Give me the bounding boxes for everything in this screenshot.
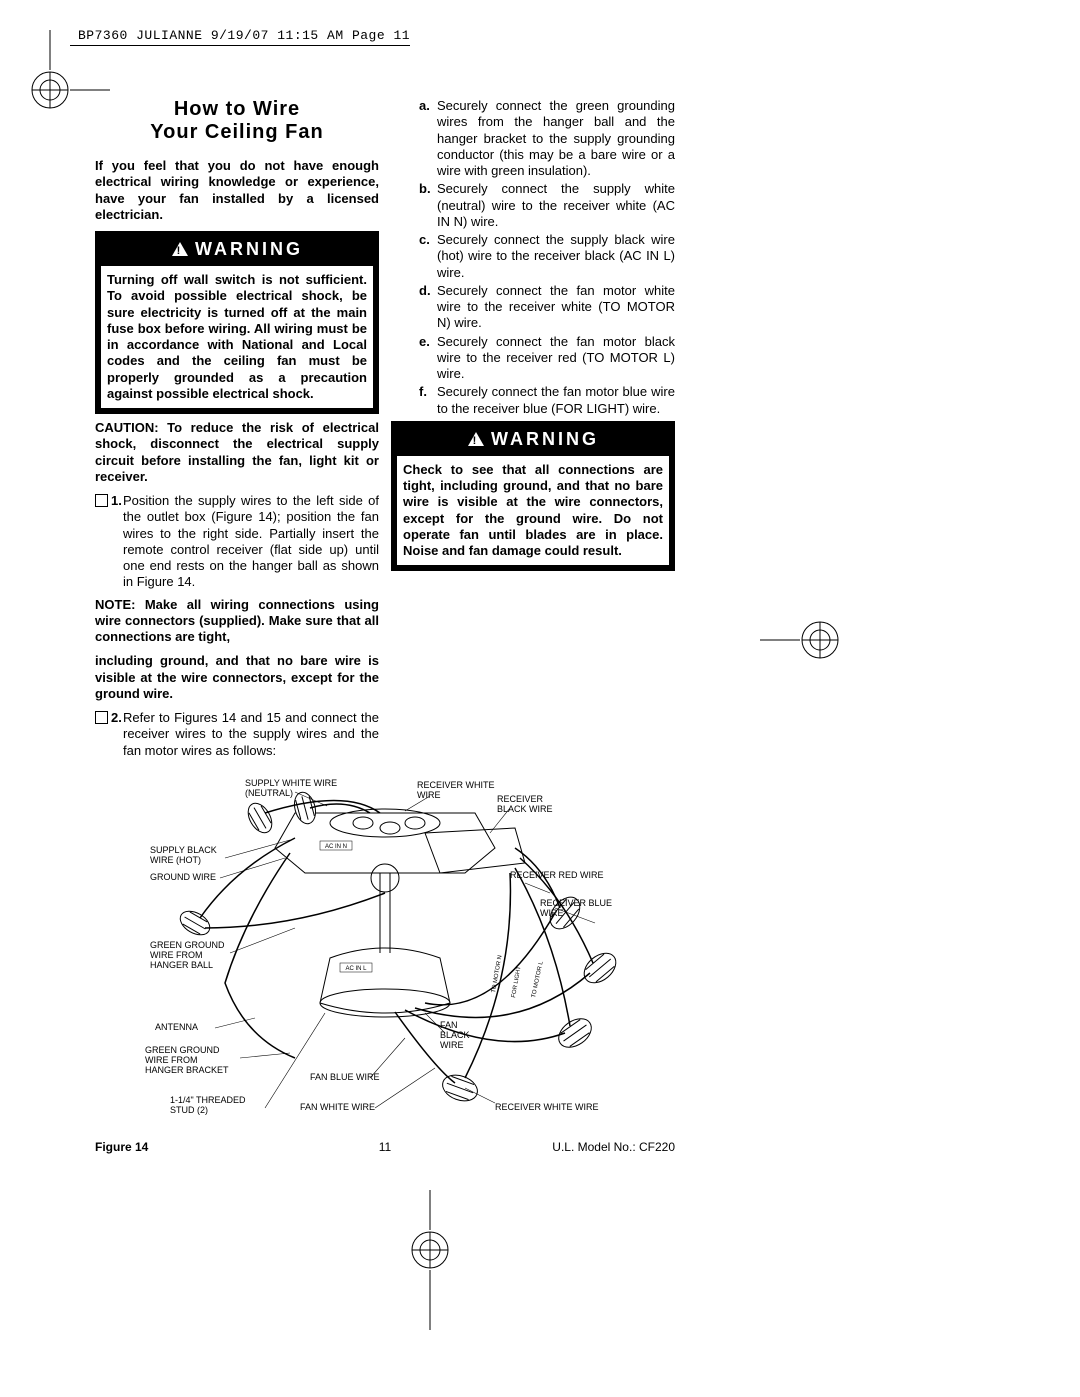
warning-box-2: ! WARNING Check to see that all connectio… bbox=[391, 421, 675, 572]
callout-supply-white2: (NEUTRAL) bbox=[245, 788, 293, 798]
sub-letter: d. bbox=[419, 283, 431, 299]
callout-fan-white: FAN WHITE WIRE bbox=[300, 1102, 375, 1112]
sub-letter: f. bbox=[419, 384, 427, 400]
print-header: BP7360 JULIANNE 9/19/07 11:15 AM Page 11 bbox=[78, 28, 410, 43]
callout-fan-black-b: BLACK bbox=[440, 1030, 470, 1040]
step-1: 1. Position the supply wires to the left… bbox=[95, 493, 379, 591]
warning-icon: ! bbox=[171, 241, 189, 257]
crop-mark-r bbox=[760, 580, 880, 700]
warning-header-2: ! WARNING bbox=[397, 427, 669, 452]
steps-list: 1. Position the supply wires to the left… bbox=[95, 493, 379, 591]
caution-paragraph: CAUTION: To reduce the risk of electrica… bbox=[95, 420, 379, 485]
warning-label-1: WARNING bbox=[195, 239, 303, 259]
callout-supply-white: SUPPLY WHITE WIRE bbox=[245, 778, 337, 788]
step-2a: a. Securely connect the green grounding w… bbox=[419, 98, 675, 179]
header-rule bbox=[70, 45, 410, 46]
callout-receiver-blue: RECEIVER BLUE bbox=[540, 898, 612, 908]
svg-text:!: ! bbox=[177, 245, 184, 257]
step-2b-text: Securely connect the supply white (neutr… bbox=[437, 181, 675, 229]
callout-receiver-red: RECEIVER RED WIRE bbox=[510, 870, 604, 880]
callout-receiver-white: RECEIVER WHITE bbox=[417, 780, 495, 790]
step-number: 2. bbox=[111, 710, 122, 726]
step-2e-text: Securely connect the fan motor black wir… bbox=[437, 334, 675, 382]
callout-stud: 1-1/4" THREADED bbox=[170, 1095, 246, 1105]
callout-receiver-black: RECEIVER bbox=[497, 794, 544, 804]
callout-receiver-black-b: BLACK WIRE bbox=[497, 804, 553, 814]
note-part-a: NOTE: Make all wiring connections using … bbox=[95, 597, 379, 646]
warning-header-1: ! WARNING bbox=[101, 237, 373, 262]
warning-body-1: Turning off wall switch is not sufficien… bbox=[101, 266, 373, 408]
sub-letter: a. bbox=[419, 98, 430, 114]
callout-receiver-white-b: WIRE bbox=[417, 790, 441, 800]
callout-supply-black-b: WIRE (HOT) bbox=[150, 855, 201, 865]
callout-green-bracket-b: WIRE FROM bbox=[145, 1055, 198, 1065]
label-tomotorl: TO MOTOR L bbox=[531, 960, 545, 998]
warning-icon: ! bbox=[467, 431, 485, 447]
step-2d: d. Securely connect the fan motor white w… bbox=[419, 283, 675, 332]
callout-green-bracket-c: HANGER BRACKET bbox=[145, 1065, 229, 1075]
section-title: How to Wire Your Ceiling Fan bbox=[95, 98, 379, 144]
callout-green-bracket: GREEN GROUND bbox=[145, 1045, 220, 1055]
step-2f-text: Securely connect the fan motor blue wire… bbox=[437, 384, 675, 415]
crop-mark-b bbox=[370, 1190, 490, 1330]
callout-supply-black: SUPPLY BLACK bbox=[150, 845, 217, 855]
content-area: How to Wire Your Ceiling Fan If you feel… bbox=[95, 98, 675, 768]
callout-ground: GROUND WIRE bbox=[150, 872, 216, 882]
step-2b: b. Securely connect the supply white (neu… bbox=[419, 181, 675, 230]
step-2c: c. Securely connect the supply black wire… bbox=[419, 232, 675, 281]
figure-number: Figure 14 bbox=[95, 1140, 148, 1154]
sub-letter: b. bbox=[419, 181, 431, 197]
step-2d-text: Securely connect the fan motor white wir… bbox=[437, 283, 675, 331]
step-2c-text: Securely connect the supply black wire (… bbox=[437, 232, 675, 280]
sub-letter: e. bbox=[419, 334, 430, 350]
crop-mark-tl bbox=[0, 30, 110, 150]
step-2e: e. Securely connect the fan motor black w… bbox=[419, 334, 675, 383]
callout-green-ball: GREEN GROUND bbox=[150, 940, 225, 950]
sub-letter: c. bbox=[419, 232, 430, 248]
title-line1: How to Wire bbox=[174, 98, 300, 120]
figure-14: AC IN N AC IN L TO MOTOR N FOR LIGHT TO … bbox=[95, 778, 675, 1153]
warning-body-2: Check to see that all connections are ti… bbox=[397, 456, 669, 566]
step-1-text: Position the supply wires to the left si… bbox=[123, 493, 379, 589]
callout-receiver-white2: RECEIVER WHITE WIRE bbox=[495, 1102, 599, 1112]
callout-green-ball-b: WIRE FROM bbox=[150, 950, 203, 960]
checkbox-icon bbox=[95, 494, 108, 507]
callout-antenna: ANTENNA bbox=[155, 1022, 198, 1032]
step-2a-text: Securely connect the green grounding wir… bbox=[437, 98, 675, 178]
callout-fan-black-c: WIRE bbox=[440, 1040, 464, 1050]
svg-text:!: ! bbox=[473, 435, 480, 447]
intro-paragraph: If you feel that you do not have enough … bbox=[95, 158, 379, 223]
callout-fan-black: FAN bbox=[440, 1020, 458, 1030]
note-part-b: including ground, and that no bare wire … bbox=[95, 653, 379, 702]
label-acinn: AC IN N bbox=[325, 844, 347, 850]
callout-receiver-blue-b: WIRE bbox=[540, 908, 564, 918]
warning-box-1: ! WARNING Turning off wall switch is not … bbox=[95, 231, 379, 414]
model-number: U.L. Model No.: CF220 bbox=[552, 1140, 675, 1154]
callout-stud-b: STUD (2) bbox=[170, 1105, 208, 1115]
step-2f: f. Securely connect the fan motor blue wi… bbox=[419, 384, 675, 417]
step-number: 1. bbox=[111, 493, 122, 509]
title-line2: Your Ceiling Fan bbox=[150, 121, 323, 143]
page-number: 11 bbox=[379, 1140, 391, 1154]
page: BP7360 JULIANNE 9/19/07 11:15 AM Page 11… bbox=[0, 0, 1080, 1397]
checkbox-icon bbox=[95, 711, 108, 724]
step-2-text: Refer to Figures 14 and 15 and connect t… bbox=[123, 710, 379, 758]
callout-fan-blue: FAN BLUE WIRE bbox=[310, 1072, 380, 1082]
label-acinl: AC IN L bbox=[345, 966, 367, 972]
substeps-list: a. Securely connect the green grounding w… bbox=[419, 98, 675, 417]
warning-label-2: WARNING bbox=[491, 429, 599, 449]
callout-green-ball-c: HANGER BALL bbox=[150, 960, 213, 970]
